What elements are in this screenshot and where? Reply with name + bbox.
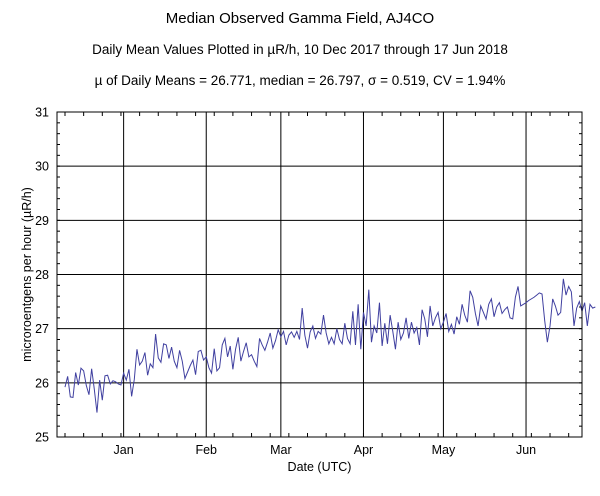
- x-tick-labels: Jan Feb Mar Apr May Jun: [114, 443, 537, 457]
- plot-frame: [56, 111, 583, 438]
- y-tick-label-27: 27: [35, 322, 49, 336]
- series-line: [64, 278, 596, 413]
- x-tick-label-jun: Jun: [516, 443, 536, 457]
- chart-subtitle: Daily Mean Values Plotted in µR/h, 10 De…: [92, 42, 508, 57]
- x-tick-label-apr: Apr: [354, 443, 373, 457]
- y-tick-labels: 25 26 27 28 29 30 31: [35, 106, 49, 445]
- grid-lines: [57, 111, 582, 438]
- chart-title: Median Observed Gamma Field, AJ4CO: [165, 10, 435, 27]
- y-axis-label: microroentgens per hour (µR/h): [20, 187, 34, 362]
- x-tick-label-jan: Jan: [114, 443, 134, 457]
- y-tick-label-29: 29: [35, 214, 49, 228]
- x-tick-label-feb: Feb: [195, 443, 217, 457]
- y-tick-label-28: 28: [35, 268, 49, 282]
- y-tick-label-30: 30: [35, 160, 49, 174]
- x-axis-label: Date (UTC): [288, 460, 352, 474]
- x-tick-label-mar: Mar: [270, 443, 292, 457]
- y-tick-label-25: 25: [35, 431, 49, 445]
- y-tick-label-31: 31: [35, 106, 49, 120]
- x-tick-label-may: May: [432, 443, 456, 457]
- chart-stats-line: µ of Daily Means = 26.771, median = 26.7…: [94, 73, 506, 88]
- y-tick-label-26: 26: [35, 376, 49, 390]
